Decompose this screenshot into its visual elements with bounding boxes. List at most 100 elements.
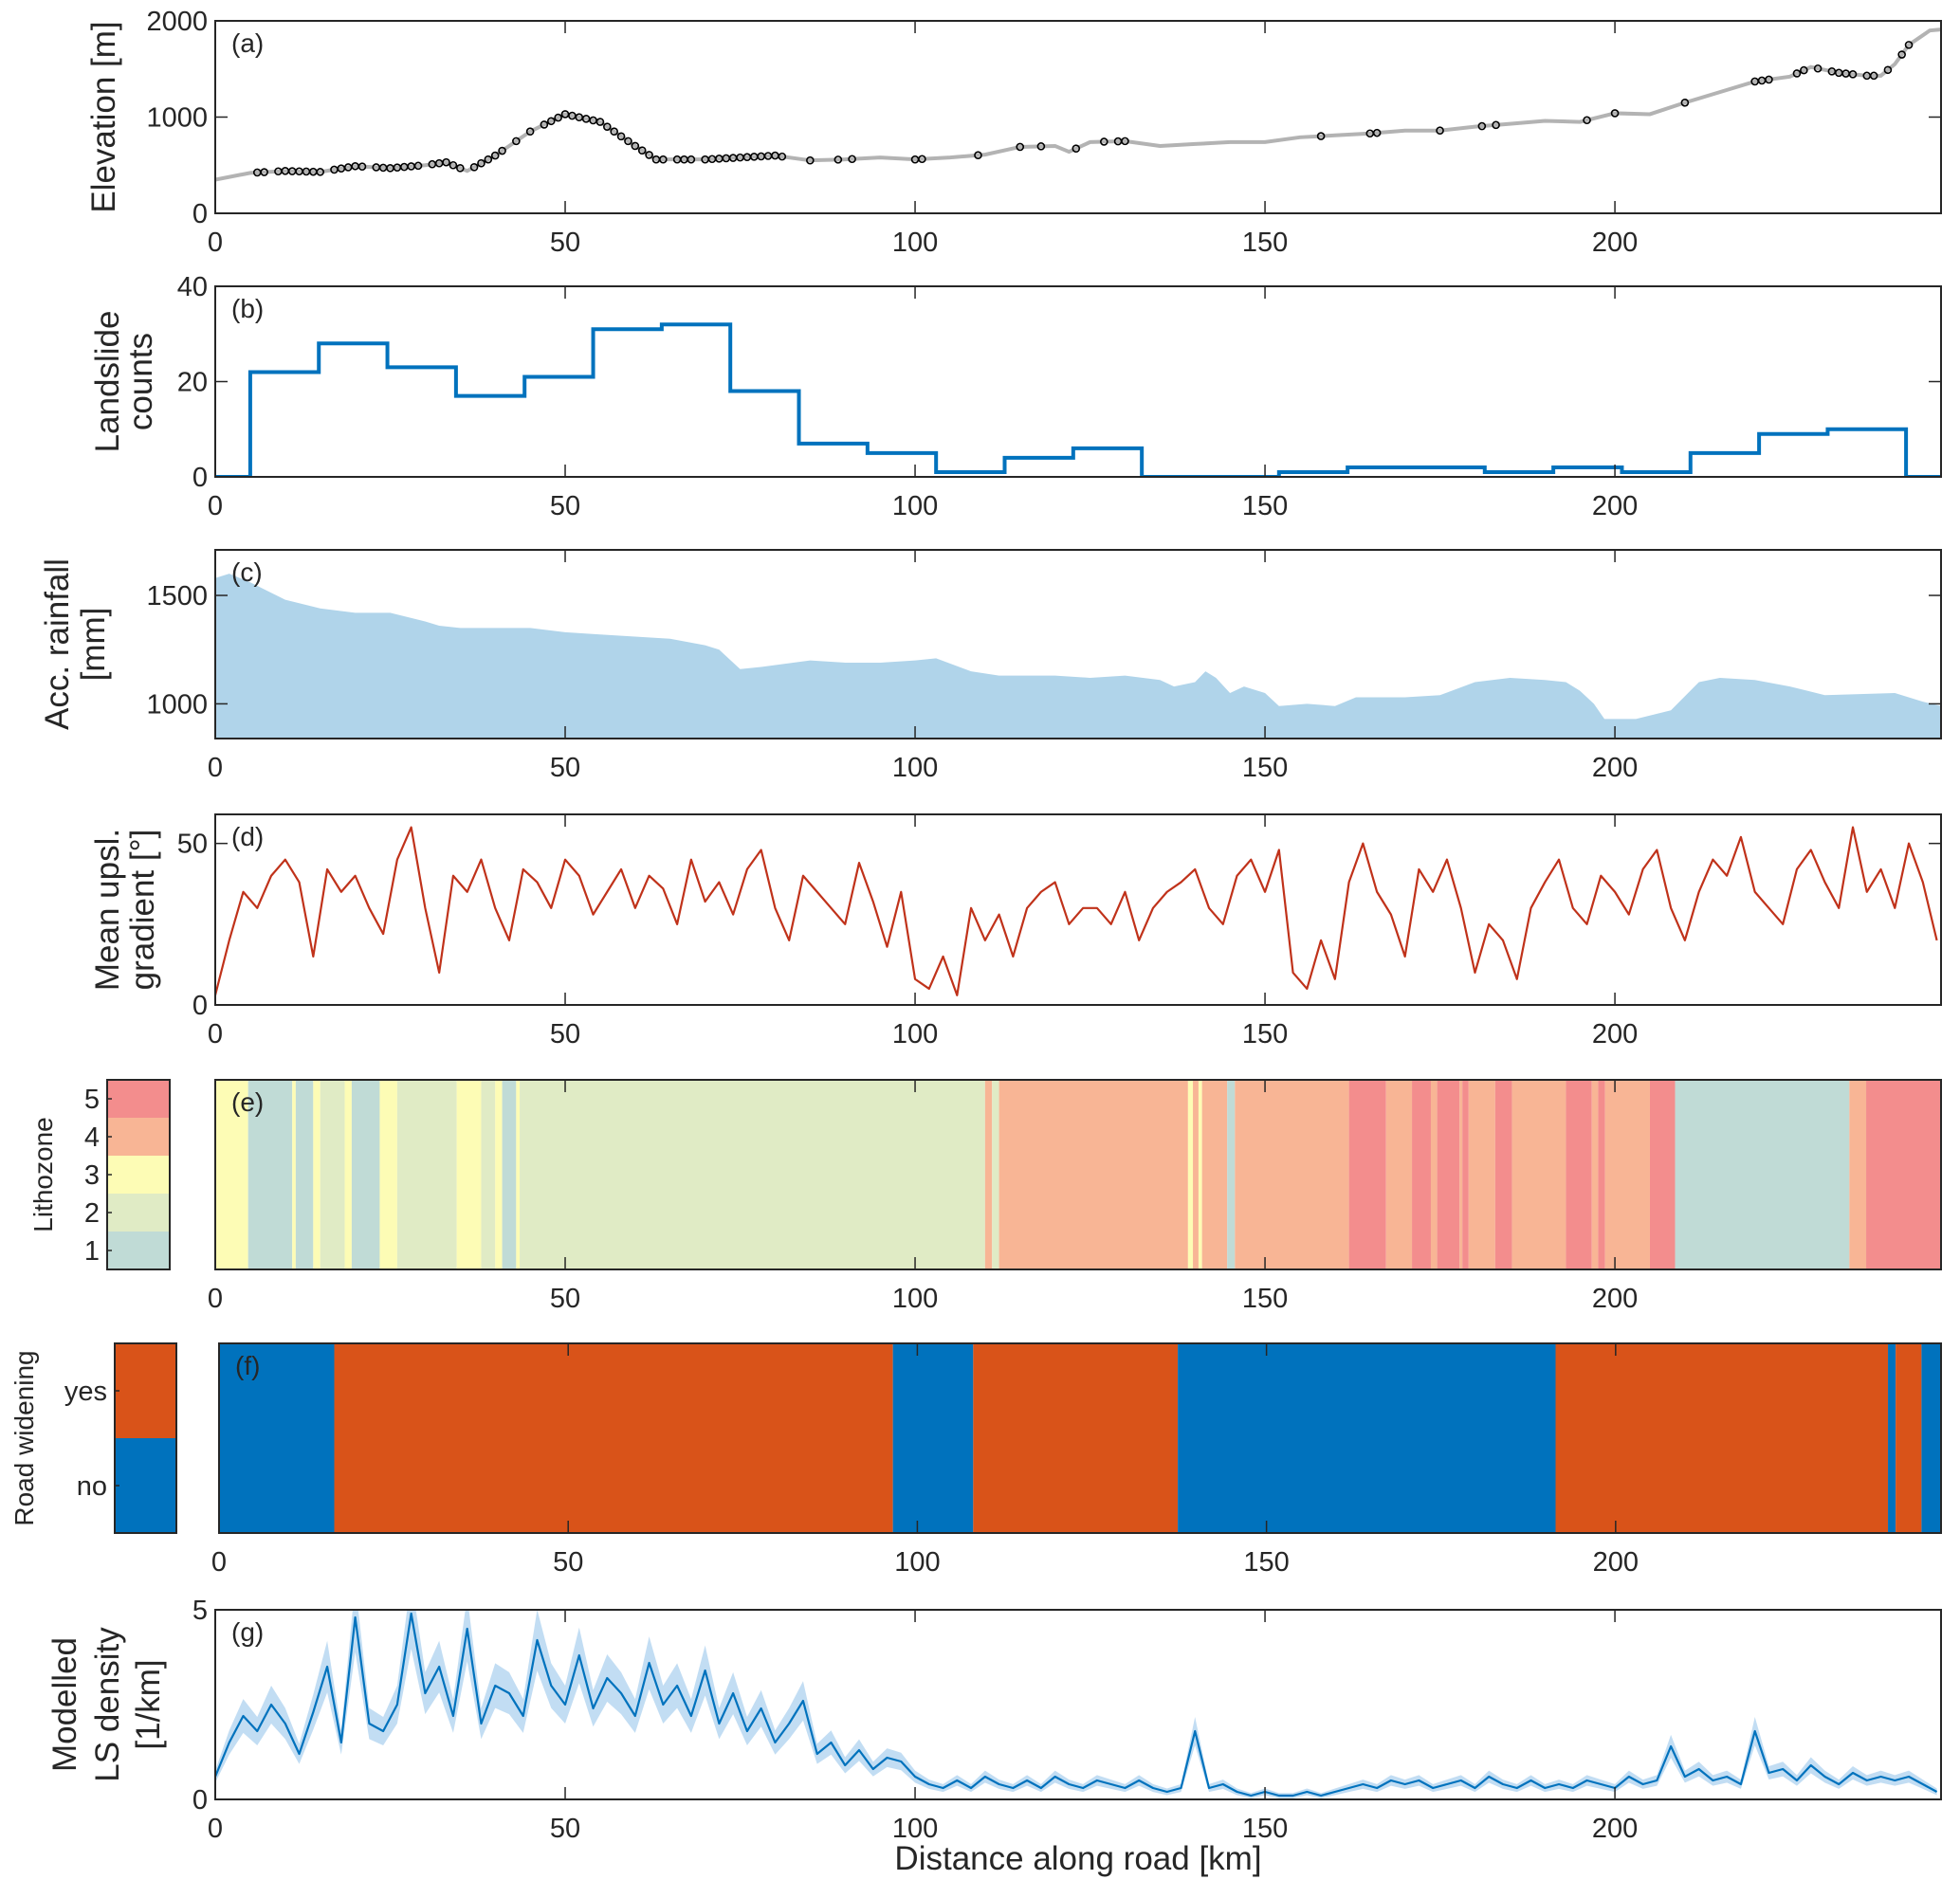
segment-5 (1412, 1080, 1431, 1269)
segment-5 (1649, 1080, 1676, 1269)
landslide-marker (484, 155, 493, 164)
landslide-marker (525, 127, 535, 137)
panel-label: (a) (231, 28, 264, 58)
axes-frame (218, 1342, 1942, 1534)
x-tick-label: 100 (892, 1814, 938, 1844)
landslide-marker (1869, 71, 1878, 81)
landslide-marker (357, 162, 367, 171)
x-tick-label: 0 (208, 753, 223, 783)
landslide-marker (1883, 65, 1893, 75)
x-tick-label: 50 (550, 753, 580, 783)
landslide-marker (260, 168, 268, 176)
y-tick-label: 0 (192, 1785, 208, 1816)
segment-2 (520, 1080, 985, 1269)
y-axis-label: [mm] (75, 608, 112, 682)
segment-5 (1494, 1080, 1512, 1269)
axes-frame (214, 549, 1942, 739)
x-tick-label: 150 (1242, 491, 1288, 521)
segment-3 (215, 1080, 248, 1269)
x-tick-label: 200 (1592, 1814, 1638, 1844)
colorbar-frame (106, 1079, 171, 1270)
segment-3 (292, 1080, 296, 1269)
segment-1 (1675, 1080, 1850, 1269)
x-tick-label: 100 (892, 1284, 938, 1314)
landslide-marker (1100, 137, 1108, 146)
segment-yes (973, 1343, 1179, 1533)
segment-1 (295, 1080, 314, 1269)
landslide-marker (1904, 41, 1914, 49)
panel-label: (f) (235, 1351, 260, 1380)
landslide-marker (1436, 126, 1444, 136)
landslide-marker (1316, 132, 1326, 140)
plot-area-e (215, 1080, 1941, 1269)
colorbar-swatch-5 (107, 1080, 170, 1118)
x-tick-label: 150 (1242, 228, 1288, 258)
landslide-marker (848, 155, 856, 164)
x-tick-label: 150 (1242, 753, 1288, 783)
colorbar-swatch-no (115, 1438, 176, 1533)
colorbar-frame (114, 1342, 177, 1534)
segment-4 (998, 1080, 1188, 1269)
segment-no (1888, 1343, 1896, 1533)
segment-no (892, 1343, 974, 1533)
landslide-marker (603, 122, 612, 131)
elevation-line (215, 27, 1941, 182)
x-tick-label: 200 (1592, 1284, 1638, 1314)
segment-4 (1468, 1080, 1495, 1269)
segment-4 (1193, 1080, 1199, 1269)
plot-area-b (215, 322, 1941, 477)
ls-density-line (215, 1612, 1938, 1798)
landslide-marker (1583, 116, 1591, 125)
landslide-marker (637, 146, 647, 155)
y-axis-label: counts (122, 333, 159, 430)
rainfall-area (215, 574, 1941, 739)
y-axis-label: Landslide (89, 311, 126, 453)
plot-area-d (215, 826, 1938, 996)
landslide-marker (1121, 137, 1129, 146)
segment-5 (1437, 1080, 1460, 1269)
colorbar: 1 2 3 4 5 (84, 1079, 171, 1270)
segment-5 (1866, 1080, 1941, 1269)
landslide-marker (918, 155, 926, 164)
landslide-marker (659, 155, 668, 164)
segment-5 (1598, 1080, 1605, 1269)
y-tick-label: 1500 (146, 581, 208, 611)
segment-no (219, 1343, 335, 1533)
x-tick-label: 100 (892, 1019, 938, 1049)
landslide-marker (554, 113, 562, 122)
y-tick-label: 40 (177, 272, 208, 302)
landslide-marker (1372, 128, 1382, 137)
segment-5 (1462, 1080, 1469, 1269)
plot-area-g (215, 1610, 1938, 1798)
uncertainty-band (215, 1610, 1937, 1798)
landslide-marker (1610, 109, 1620, 118)
landslide-marker (1680, 98, 1690, 107)
x-tick-label: 200 (1592, 491, 1638, 521)
x-tick-label: 100 (894, 1547, 940, 1578)
x-tick-label: 0 (208, 228, 223, 258)
axes-frame (214, 813, 1942, 1006)
y-tick-label: 1000 (146, 103, 208, 134)
x-tick-label: 0 (208, 1019, 223, 1049)
landslide-marker (631, 141, 640, 151)
x-tick-label: 50 (550, 1019, 580, 1049)
landslide-marker (610, 127, 618, 137)
panel-label: (g) (231, 1617, 264, 1647)
x-tick-label: 50 (550, 1284, 580, 1314)
segment-4 (1511, 1080, 1566, 1269)
colorbar-swatch-1 (107, 1232, 170, 1269)
y-axis-label: Lithozone (28, 1117, 58, 1232)
y-tick-label: 1000 (146, 689, 208, 720)
x-tick-label: 50 (550, 1814, 580, 1844)
panel-g: 0 50 100 150 200 0 5 Modelled LS density [1/km] (g… (46, 1596, 1942, 1877)
panel-label: (b) (231, 294, 264, 323)
y-tick-label: 0 (192, 991, 208, 1021)
segment-2 (396, 1080, 457, 1269)
segment-1 (1227, 1080, 1236, 1269)
colorbar-swatch-yes (115, 1343, 176, 1438)
landslide-marker (1813, 64, 1823, 73)
landslide-marker (469, 162, 479, 172)
landslide-marker (1016, 142, 1025, 152)
segment-2 (481, 1080, 496, 1269)
